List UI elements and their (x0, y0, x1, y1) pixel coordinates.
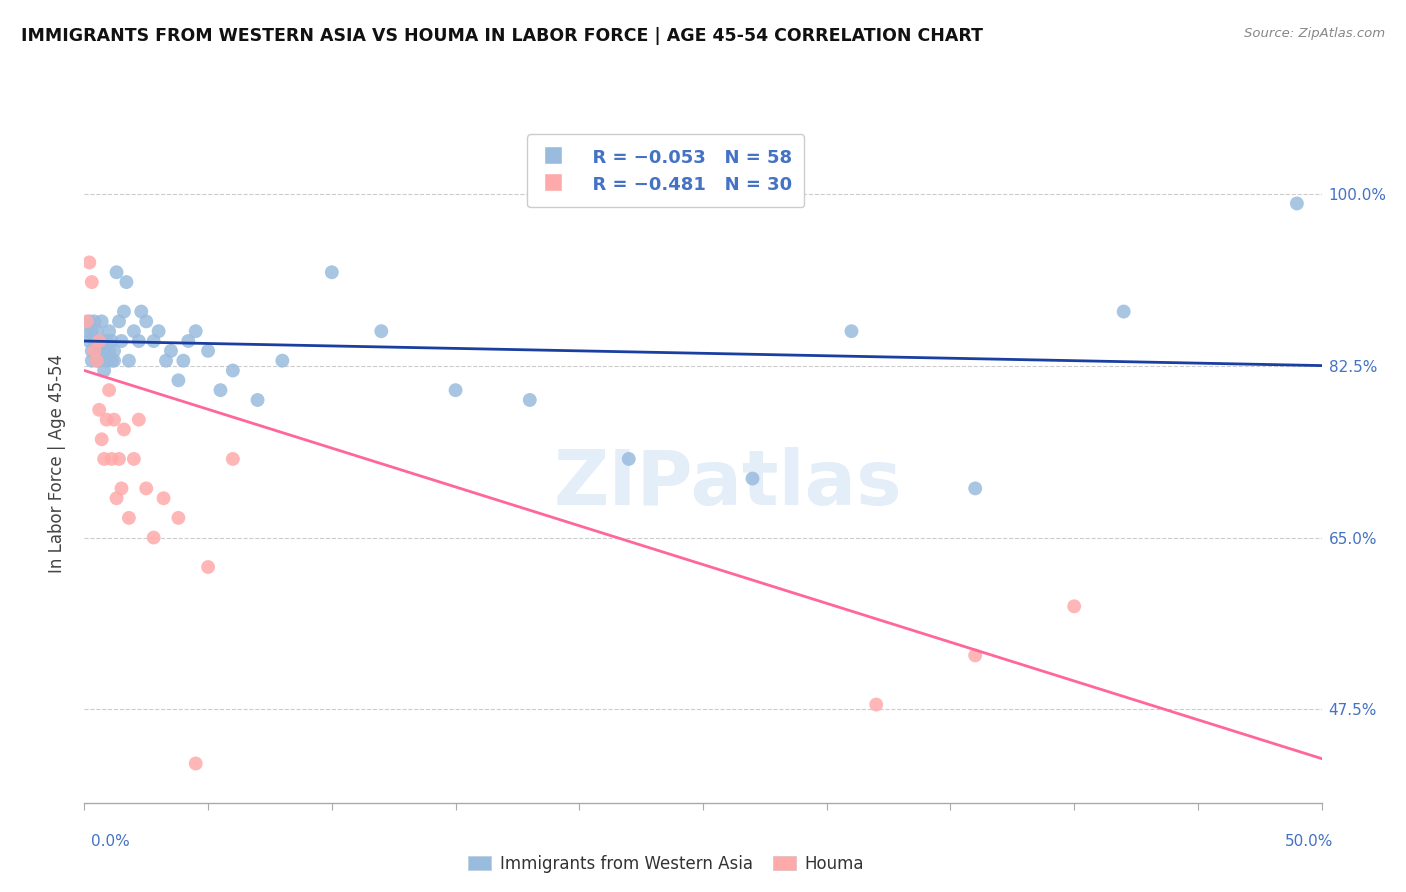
Point (76, 314, 98, 328)
Point (617, 451, 640, 466)
Point (86, 334, 108, 348)
Point (118, 353, 141, 368)
Point (89, 353, 111, 368)
Point (152, 491, 174, 506)
Point (167, 511, 190, 525)
Point (98, 343, 121, 358)
Point (89, 343, 111, 358)
Text: ZIPatlas: ZIPatlas (554, 447, 903, 521)
Point (135, 314, 157, 328)
Point (135, 482, 157, 496)
Point (271, 353, 294, 368)
Point (965, 482, 987, 496)
Point (865, 698, 887, 712)
Point (122, 324, 145, 338)
Point (444, 383, 467, 397)
Point (197, 343, 219, 358)
Point (80, 275, 103, 289)
Point (142, 531, 165, 545)
Text: 0.0%: 0.0% (91, 834, 131, 849)
Point (177, 334, 200, 348)
Point (76, 324, 98, 338)
Point (90, 432, 112, 446)
Point (105, 491, 128, 506)
Point (209, 383, 232, 397)
Text: 50.0%: 50.0% (1285, 834, 1333, 849)
Point (89, 334, 111, 348)
Point (86, 353, 108, 368)
Point (93, 451, 115, 466)
Point (89, 402, 111, 417)
Point (741, 472, 763, 486)
Point (122, 451, 145, 466)
Point (222, 451, 245, 466)
Point (108, 314, 131, 328)
Point (128, 334, 150, 348)
Point (93, 363, 115, 377)
Point (100, 334, 122, 348)
Point (86, 353, 108, 368)
Point (519, 392, 541, 407)
Point (155, 353, 177, 368)
Point (112, 304, 135, 318)
Y-axis label: In Labor Force | Age 45-54: In Labor Force | Age 45-54 (48, 354, 66, 574)
Point (246, 392, 269, 407)
Point (115, 275, 138, 289)
Point (129, 304, 152, 318)
Point (184, 324, 207, 338)
Point (167, 373, 190, 387)
Point (128, 412, 150, 426)
Point (103, 412, 125, 426)
Point (86, 324, 108, 338)
Point (98, 383, 121, 397)
Point (83, 334, 105, 348)
Point (80, 353, 103, 368)
Point (79, 334, 101, 348)
Point (83, 343, 105, 358)
Point (110, 334, 132, 348)
Point (103, 343, 125, 358)
Point (79, 314, 101, 328)
Point (222, 363, 245, 377)
Point (112, 422, 135, 436)
Point (1112, 304, 1135, 318)
Point (110, 482, 132, 496)
Point (105, 265, 128, 279)
Point (98, 324, 121, 338)
Point (93, 343, 115, 358)
Point (370, 324, 392, 338)
Point (79, 255, 101, 269)
Point (96, 334, 118, 348)
Point (142, 334, 165, 348)
Point (160, 343, 183, 358)
Point (118, 511, 141, 525)
Point (1285, 196, 1308, 211)
Point (103, 353, 125, 368)
Point (83, 314, 105, 328)
Point (197, 560, 219, 574)
Point (90, 314, 112, 328)
Point (965, 648, 987, 663)
Text: IMMIGRANTS FROM WESTERN ASIA VS HOUMA IN LABOR FORCE | AGE 45-54 CORRELATION CHA: IMMIGRANTS FROM WESTERN ASIA VS HOUMA IN… (21, 27, 983, 45)
Point (321, 265, 343, 279)
Point (96, 353, 118, 368)
Point (90, 334, 112, 348)
Point (841, 324, 863, 338)
Point (96, 412, 118, 426)
Point (148, 324, 170, 338)
Point (184, 756, 207, 771)
Point (100, 353, 122, 368)
Text: Source: ZipAtlas.com: Source: ZipAtlas.com (1244, 27, 1385, 40)
Point (80, 324, 103, 338)
Legend: Immigrants from Western Asia, Houma: Immigrants from Western Asia, Houma (461, 848, 870, 880)
Point (100, 451, 122, 466)
Point (80, 343, 103, 358)
Point (172, 353, 194, 368)
Point (108, 451, 131, 466)
Point (1063, 599, 1085, 614)
